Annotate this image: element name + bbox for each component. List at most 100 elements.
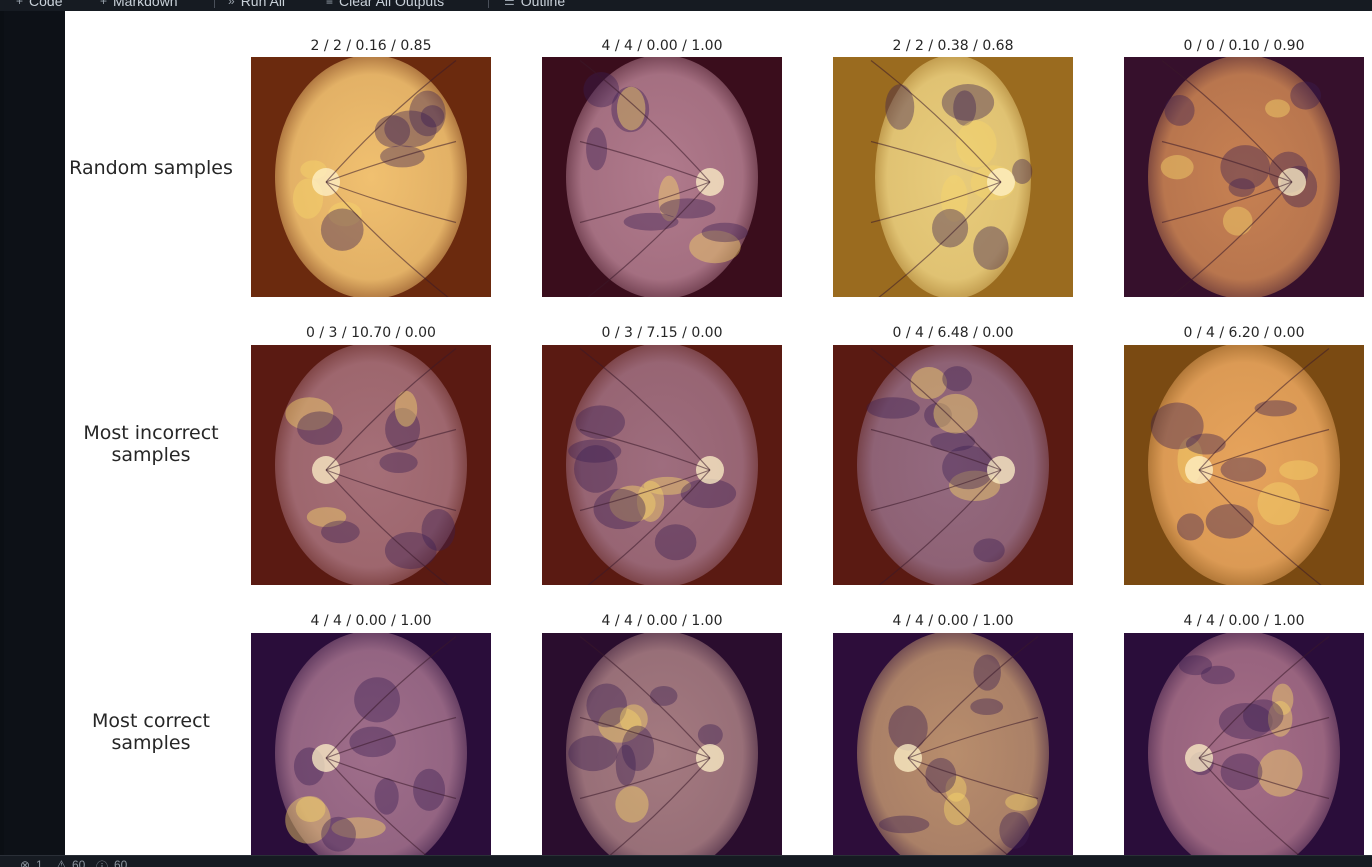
blood-vessel xyxy=(609,757,711,855)
heatmap-blob xyxy=(413,768,446,811)
heatmap-blob xyxy=(1218,702,1273,740)
heatmap-blob xyxy=(354,677,400,723)
heatmap-blob xyxy=(297,411,343,445)
heatmap-blob xyxy=(420,105,445,128)
heatmap-blob xyxy=(295,796,326,823)
heatmap-blob xyxy=(1228,178,1255,197)
add-markdown-label: Markdown xyxy=(113,0,178,9)
info-icon[interactable]: ⓘ xyxy=(96,860,109,867)
fundus-disc xyxy=(275,57,467,297)
blood-vessel xyxy=(870,181,1002,224)
heatmap-blob xyxy=(970,698,1004,716)
blood-vessel xyxy=(325,716,457,759)
blood-vessel xyxy=(325,757,457,800)
heatmap-blob xyxy=(1279,460,1319,481)
heatmap-blob xyxy=(1205,504,1254,539)
cell-gutter xyxy=(0,11,65,855)
heatmap-blob xyxy=(384,531,437,570)
heatmap-blob xyxy=(888,705,928,751)
blood-vessel xyxy=(579,140,711,183)
heatmap-blob xyxy=(1200,665,1235,685)
blood-vessel xyxy=(1198,757,1330,800)
heatmap-blob xyxy=(942,445,995,490)
heatmap-blob xyxy=(394,390,418,427)
heatmap-fundus-image xyxy=(833,57,1073,297)
blood-vessel xyxy=(878,181,1002,297)
fundus-disc xyxy=(566,57,758,297)
sample-title: 0 / 4 / 6.20 / 0.00 xyxy=(1183,325,1305,341)
fundus-disc xyxy=(275,633,467,855)
heatmap-blob xyxy=(306,507,347,527)
warning-count: 60 xyxy=(72,858,86,867)
run-all-button[interactable]: » Run All xyxy=(228,0,285,9)
heatmap-blob xyxy=(697,724,723,746)
heatmap-blob xyxy=(945,775,967,802)
blood-vessel xyxy=(325,428,457,471)
sample-title: 0 / 4 / 6.48 / 0.00 xyxy=(892,325,1014,341)
heatmap-blob xyxy=(615,744,636,786)
row-label-most-correct: Most correct samples xyxy=(92,710,210,754)
heatmap-blob xyxy=(689,230,741,264)
heatmap-blob xyxy=(621,725,655,771)
heatmap-fundus-image xyxy=(251,633,491,855)
warning-icon[interactable]: ⚠ xyxy=(56,858,67,867)
row-label-random: Random samples xyxy=(69,157,233,179)
heatmap-blob xyxy=(1176,513,1205,541)
heatmap-blob xyxy=(956,120,997,168)
heatmap-blob xyxy=(999,812,1030,849)
heatmap-blob xyxy=(659,198,716,219)
cell-output: Random samples 2 / 2 / 0.16 / 0.85 4 / 4… xyxy=(65,11,1372,855)
heatmap-blob xyxy=(568,735,618,772)
blood-vessel xyxy=(1161,60,1293,183)
heatmap-blob xyxy=(942,366,972,392)
outline-label: Outline xyxy=(520,0,566,9)
blood-vessel xyxy=(579,716,711,759)
heatmap-blob xyxy=(321,520,360,544)
blood-vessel xyxy=(870,469,1002,512)
heatmap-blob xyxy=(701,222,748,243)
heatmap-blob xyxy=(285,796,331,844)
heatmap-blob xyxy=(1290,81,1322,110)
heatmap-blob xyxy=(866,397,920,419)
heatmap-blob xyxy=(925,757,957,794)
error-icon[interactable]: ⊗ xyxy=(20,858,31,867)
heatmap-blob xyxy=(421,508,456,551)
heatmap-fundus-image xyxy=(833,345,1073,585)
heatmap-blob xyxy=(616,86,646,131)
heatmap-blob xyxy=(1220,753,1263,791)
heatmap-blob xyxy=(1265,99,1290,118)
blood-vessel xyxy=(1161,181,1293,224)
heatmap-blob xyxy=(878,815,930,834)
blood-vessel xyxy=(579,181,711,224)
fundus-disc xyxy=(875,57,1031,297)
clear-outputs-label: Clear All Outputs xyxy=(339,0,445,9)
heatmap-blob xyxy=(1220,145,1271,190)
heatmap-blob xyxy=(619,704,648,734)
blood-vessel xyxy=(325,469,457,512)
fundus-disc xyxy=(1148,633,1340,855)
clear-outputs-button[interactable]: ≡ Clear All Outputs xyxy=(326,0,444,9)
run-all-icon: » xyxy=(228,0,235,8)
heatmap-blob xyxy=(1257,749,1303,797)
heatmap-blob xyxy=(593,488,646,530)
blood-vessel xyxy=(870,140,1002,183)
heatmap-blob xyxy=(885,84,915,130)
outline-button[interactable]: ☰ Outline xyxy=(504,0,565,9)
heatmap-blob xyxy=(379,452,418,473)
run-all-label: Run All xyxy=(240,0,286,9)
blood-vessel xyxy=(1198,469,1322,585)
clear-outputs-icon: ≡ xyxy=(326,0,334,8)
add-code-cell-button[interactable]: + Code xyxy=(16,0,62,9)
heatmap-blob xyxy=(1164,95,1195,126)
heatmap-blob xyxy=(1222,206,1253,236)
heatmap-fundus-image xyxy=(1124,345,1364,585)
blood-vessel xyxy=(579,428,711,471)
heatmap-blob xyxy=(973,654,1001,691)
info-count: 60 xyxy=(114,858,128,867)
blood-vessel xyxy=(1169,181,1293,297)
row-label-most-incorrect: Most incorrect samples xyxy=(83,422,219,466)
sample-title: 4 / 4 / 0.00 / 1.00 xyxy=(310,613,432,629)
add-markdown-cell-button[interactable]: + Markdown xyxy=(100,0,178,9)
heatmap-blob xyxy=(1257,482,1301,526)
error-count: 1 xyxy=(36,858,43,867)
